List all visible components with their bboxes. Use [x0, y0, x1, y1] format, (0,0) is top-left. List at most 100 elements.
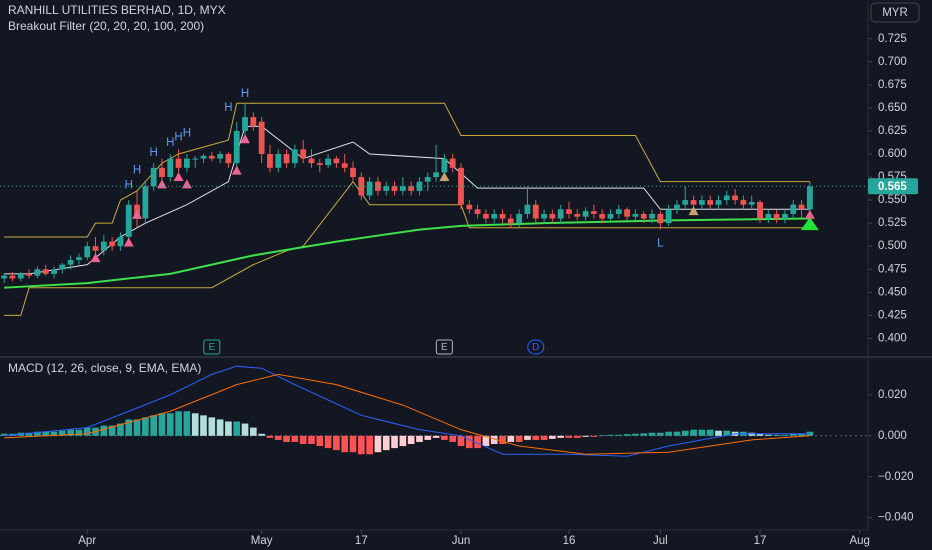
candle-body	[707, 200, 714, 205]
candle-body	[690, 200, 697, 205]
candle-body	[483, 213, 489, 219]
histogram-bar	[648, 432, 656, 436]
currency[interactable]: MYR	[882, 7, 908, 19]
histogram-bar	[582, 435, 589, 437]
histogram-bar	[507, 435, 515, 442]
candle-body	[566, 209, 572, 214]
histogram-bar	[424, 435, 432, 440]
histogram-bar	[25, 432, 33, 436]
y-tick-label: 0.725	[878, 33, 907, 45]
signal-triangle	[688, 206, 699, 216]
candle-body	[541, 213, 547, 219]
histogram-bar	[216, 419, 224, 436]
histogram-bar	[623, 434, 631, 436]
y-tick-label: −0.040	[878, 512, 914, 524]
x-tick-label: Jul	[653, 535, 668, 547]
histogram-bar	[748, 432, 756, 436]
candle-body	[474, 209, 481, 214]
histogram-bar	[441, 435, 448, 440]
candle-body	[192, 158, 199, 160]
histogram-bar	[58, 430, 66, 436]
histogram-bar	[34, 431, 41, 436]
candle-body	[682, 200, 689, 205]
histogram-bar	[241, 423, 249, 436]
signal-triangle	[123, 237, 134, 247]
histogram-bar	[316, 435, 324, 447]
x-tick-label: 17	[754, 535, 767, 547]
histogram-bar	[416, 435, 423, 442]
candle-body	[117, 236, 124, 247]
candle-body	[806, 186, 813, 210]
candle-body	[358, 177, 365, 196]
macd-title: MACD (12, 26, close, 9, EMA, EMA)	[8, 361, 201, 375]
candle-body	[275, 153, 282, 168]
candle-body	[267, 153, 273, 168]
candle-body	[790, 204, 797, 214]
candle-body	[765, 213, 772, 219]
candle-body	[624, 209, 631, 217]
candle-body	[291, 149, 298, 164]
histogram-bar	[756, 433, 764, 436]
histogram-bar	[474, 435, 481, 449]
histogram-bar	[706, 429, 714, 436]
histogram-bar	[515, 435, 523, 442]
candle-body	[590, 211, 597, 214]
candle-body	[740, 200, 747, 205]
candle-body	[76, 257, 82, 261]
histogram-bar	[200, 415, 207, 436]
candle-body	[798, 204, 805, 210]
candle-body	[698, 200, 705, 205]
event-icon	[203, 339, 221, 355]
currency-button[interactable]	[870, 2, 920, 23]
histogram-bar	[524, 435, 531, 440]
histogram-bar	[142, 417, 149, 436]
candle-body	[732, 195, 739, 201]
candle-body	[341, 163, 348, 168]
histogram-bar	[50, 431, 58, 436]
y-tick-label: 0.500	[878, 240, 907, 252]
pivot-label: H	[133, 165, 141, 177]
histogram-bar	[274, 435, 282, 440]
histogram-bar	[183, 411, 191, 436]
histogram-bar	[208, 417, 216, 436]
candle-body	[491, 213, 498, 219]
histogram-bar	[117, 423, 124, 436]
candle-body	[316, 163, 323, 166]
histogram-bar	[690, 429, 697, 436]
histogram-bar	[191, 413, 199, 436]
histogram-bar	[715, 430, 722, 436]
candle-body	[100, 241, 107, 251]
histogram-bar	[557, 435, 564, 438]
y-tick-label: 0.550	[878, 194, 907, 206]
candle-body	[424, 177, 431, 182]
candle-body	[408, 186, 415, 191]
pivot-label: H	[174, 131, 182, 143]
pivot-label: H	[183, 128, 191, 140]
candle-body	[142, 186, 149, 219]
candle-body	[715, 200, 722, 205]
histogram-bar	[607, 434, 614, 436]
histogram-bar	[349, 435, 357, 453]
candle-body	[507, 218, 514, 224]
histogram-bar	[773, 434, 780, 436]
candle-body	[524, 204, 531, 214]
candle-body	[607, 213, 614, 219]
signal-triangle	[90, 253, 101, 263]
candle-body	[532, 204, 539, 219]
chart-title: RANHILL UTILITIES BERHAD, 1D, MYX	[8, 3, 226, 17]
y-tick-label: 0.400	[878, 332, 907, 344]
histogram-bar	[382, 435, 390, 451]
histogram-bar	[225, 421, 232, 436]
candle-body	[67, 260, 74, 265]
histogram-bar	[357, 435, 365, 455]
histogram-bar	[681, 430, 689, 436]
histogram-bar	[540, 435, 548, 440]
candle-body	[649, 213, 655, 219]
histogram-bar	[150, 415, 157, 436]
event-label: E	[441, 342, 448, 353]
y-tick-label: −0.020	[878, 471, 914, 483]
histogram-bar	[233, 421, 241, 436]
histogram-bar	[698, 429, 706, 436]
candle-body	[391, 186, 398, 191]
